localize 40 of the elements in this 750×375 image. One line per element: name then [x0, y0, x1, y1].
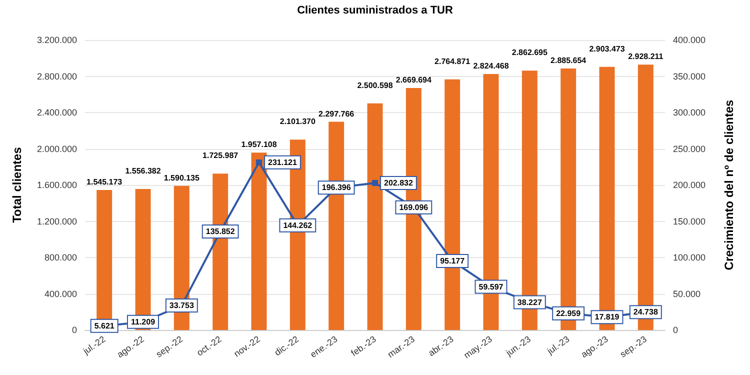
data-label: 1.556.382 [125, 166, 162, 176]
y2-tick-label: 100.000 [673, 252, 706, 262]
data-label: 1.725.987 [202, 151, 239, 160]
data-label: 2.500.598 [357, 80, 394, 90]
y-tick-label: 2.000.000 [36, 144, 77, 154]
y-tick-label: 2.800.000 [36, 71, 77, 82]
data-label: 2.885.654 [550, 56, 587, 65]
y-tick-label: 1.600.000 [36, 180, 77, 190]
bar [251, 152, 267, 330]
data-label: 2.903.473 [589, 44, 626, 54]
bar [367, 103, 383, 330]
data-label: 2.669.694 [396, 76, 432, 85]
y2-axis-title: Crecimiento del nº de clientes [722, 99, 736, 270]
y-tick-label: 800.000 [44, 252, 77, 262]
y-tick-label: 1.200.000 [36, 216, 77, 226]
data-label: 2.824.468 [473, 62, 510, 71]
data-label: 231.121 [268, 158, 298, 167]
data-label: 2.928.211 [628, 52, 664, 62]
y-tick-label: 3.200.000 [36, 35, 77, 45]
data-label: 1.545.173 [86, 177, 123, 186]
chart-title: Clientes suministrados a TUR [297, 4, 453, 16]
data-label: 2.764.871 [434, 56, 471, 66]
y2-tick-label: 400.000 [673, 35, 706, 45]
data-label: 202.832 [384, 178, 414, 188]
y-tick-label: 2.400.000 [36, 108, 77, 118]
y-tick-label: 0 [72, 325, 77, 335]
data-label: 1.957.108 [241, 140, 278, 150]
data-label: 2.101.370 [280, 117, 316, 126]
y2-tick-label: 350.000 [673, 71, 706, 82]
y2-tick-label: 0 [673, 325, 678, 335]
y2-tick-label: 250.000 [673, 144, 706, 154]
y2-tick-label: 200.000 [673, 180, 706, 190]
y2-tick-label: 50.000 [673, 288, 701, 299]
y-tick-label: 400.000 [44, 288, 77, 299]
y-axis-title: Total clientes [10, 146, 24, 223]
y2-tick-label: 150.000 [673, 216, 706, 226]
data-label: 1.590.135 [164, 173, 200, 182]
data-label: 2.862.695 [512, 48, 548, 58]
y2-tick-label: 300.000 [673, 108, 706, 118]
data-label: 2.297.766 [318, 109, 355, 118]
